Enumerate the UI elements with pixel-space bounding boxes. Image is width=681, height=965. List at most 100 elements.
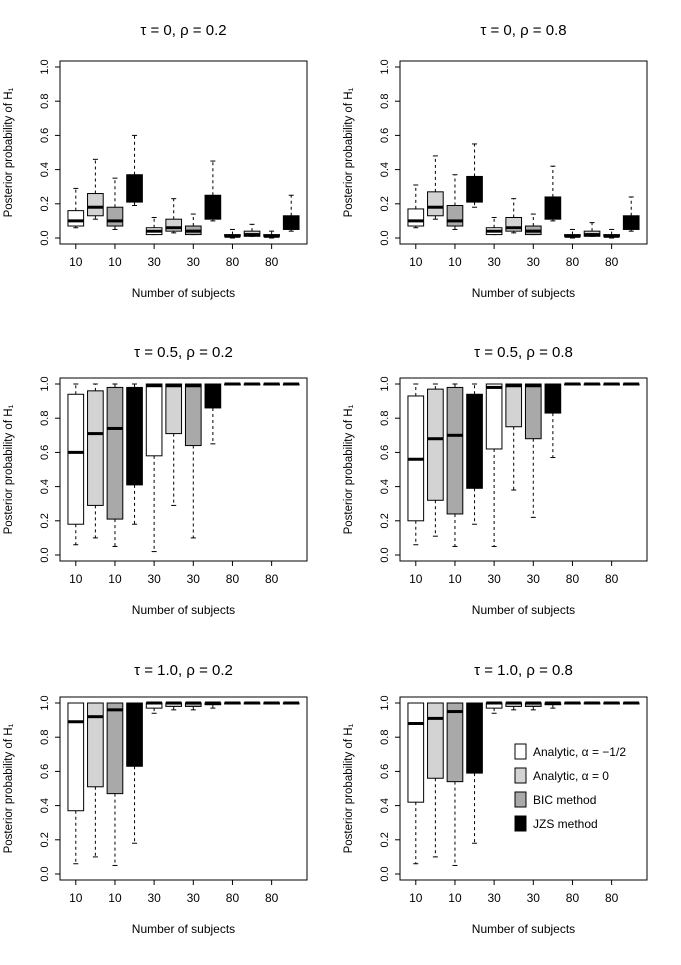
chart-panel-1: τ = 0, ρ = 0.2 0.0 0.2 0.4 0.6 0.8 1.0 Posterio… [3, 22, 308, 300]
box-body [106, 206, 124, 227]
legend-label: JZS method [533, 817, 598, 831]
x-tick-label: 80 [226, 572, 240, 586]
legend-label: Analytic, α = 0 [533, 769, 609, 783]
box-6 [505, 383, 523, 491]
y-tick-label: 0.8 [379, 730, 391, 745]
box-6 [505, 198, 523, 234]
box-3 [446, 702, 464, 866]
box-2 [427, 155, 444, 220]
y-tick-label: 0.2 [39, 832, 51, 847]
y-axis-label: Posterior probability of H₁ [343, 723, 355, 853]
box-10 [583, 222, 601, 237]
box-4 [126, 702, 143, 844]
box-12 [622, 701, 640, 705]
plot-frame [399, 696, 648, 881]
box-body [67, 210, 85, 227]
y-tick-label: 0.4 [39, 162, 51, 177]
box-7 [184, 213, 202, 236]
y-tick-label: 0.4 [39, 479, 51, 494]
box-11 [263, 230, 280, 239]
x-tick-label: 80 [566, 572, 580, 586]
box-8 [204, 160, 222, 222]
box-5 [485, 701, 503, 714]
y-tick-label: 1.0 [379, 376, 391, 391]
x-tick-label: 80 [566, 255, 580, 269]
x-tick-label: 10 [69, 255, 83, 269]
box-6 [165, 198, 183, 234]
box-9 [224, 382, 241, 386]
x-tick-label: 30 [527, 891, 541, 905]
box-body [524, 383, 542, 440]
chart-panel-5: τ = 1.0, ρ = 0.2 0.0 0.2 0.4 0.6 0.8 1.0 Poster… [3, 662, 308, 936]
box-12 [622, 196, 640, 232]
x-tick-label: 10 [409, 572, 423, 586]
x-tick-label: 10 [448, 255, 462, 269]
y-tick-label: 0.6 [379, 764, 391, 779]
legend-label: Analytic, α = −1/2 [533, 745, 626, 759]
plot-frame [59, 60, 308, 245]
box-11 [263, 701, 280, 705]
box-5 [145, 701, 163, 714]
box-body [446, 386, 464, 515]
y-tick-label: 0.2 [39, 513, 51, 528]
box-5 [485, 383, 503, 547]
box-body [106, 702, 124, 795]
box-6 [505, 701, 523, 711]
box-8 [204, 701, 222, 709]
legend-swatch [514, 743, 527, 760]
x-tick-label: 30 [187, 255, 201, 269]
box-body [165, 218, 183, 232]
box-body [485, 383, 503, 450]
x-tick-label: 10 [409, 255, 423, 269]
chart-title: τ = 0.5, ρ = 0.2 [134, 344, 233, 361]
box-1 [407, 184, 425, 229]
chart-title: τ = 0, ρ = 0.2 [140, 22, 226, 39]
x-tick-label: 30 [487, 255, 501, 269]
x-tick-label: 10 [108, 572, 122, 586]
box-body [87, 193, 104, 217]
y-tick-label: 0.0 [39, 230, 51, 245]
x-tick-label: 10 [409, 891, 423, 905]
y-tick-label: 0.8 [379, 411, 391, 426]
box-body [184, 383, 202, 447]
y-tick-label: 0.6 [39, 128, 51, 143]
box-2 [427, 383, 444, 537]
x-tick-label: 10 [448, 572, 462, 586]
y-tick-label: 0.6 [379, 128, 391, 143]
box-10 [243, 701, 261, 705]
box-body [126, 702, 143, 767]
plot-frame [59, 377, 308, 562]
box-4 [126, 134, 143, 207]
box-body [87, 702, 104, 788]
y-tick-label: 0.8 [39, 730, 51, 745]
legend-swatch [514, 791, 527, 808]
chart-panel-3: τ = 0.5, ρ = 0.2 0.0 0.2 0.4 0.6 0.8 1.0 Poster… [3, 344, 308, 617]
y-tick-label: 0.0 [379, 230, 391, 245]
y-tick-label: 0.4 [379, 479, 391, 494]
box-body [87, 390, 104, 506]
x-tick-label: 30 [487, 572, 501, 586]
chart-title: τ = 0.5, ρ = 0.8 [474, 344, 573, 361]
box-7 [524, 701, 542, 711]
box-10 [583, 701, 601, 705]
box-9 [564, 228, 581, 239]
legend-swatch [514, 767, 527, 784]
box-9 [224, 228, 241, 239]
x-axis-label: Number of subjects [132, 603, 235, 617]
y-axis-label: Posterior probability of H₁ [343, 87, 355, 217]
y-tick-label: 0.2 [379, 832, 391, 847]
box-10 [243, 382, 261, 386]
y-tick-label: 0.0 [379, 547, 391, 562]
box-12 [622, 382, 640, 386]
chart-title: τ = 1.0, ρ = 0.2 [134, 662, 233, 679]
y-tick-label: 0.4 [39, 798, 51, 813]
box-body [67, 702, 85, 812]
box-2 [87, 383, 104, 539]
box-body [446, 205, 464, 227]
box-2 [87, 702, 104, 858]
box-10 [243, 223, 261, 237]
box-body [407, 702, 425, 803]
x-axis-label: Number of subjects [472, 922, 575, 936]
box-1 [67, 702, 85, 865]
box-4 [466, 702, 483, 844]
